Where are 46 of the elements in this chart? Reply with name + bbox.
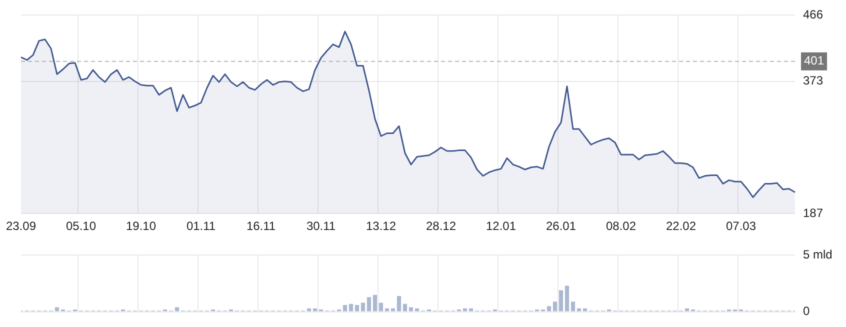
bar: [402, 304, 408, 312]
bar: [174, 307, 180, 312]
bar: [360, 302, 366, 312]
y-tick-label: 0: [803, 304, 810, 318]
y-tick-label: 187: [803, 206, 824, 220]
ref-line-label: 401: [804, 54, 824, 68]
x-tick-label: 22.02: [666, 219, 696, 234]
bar: [408, 307, 414, 312]
bar: [570, 302, 576, 312]
bar: [390, 308, 396, 312]
x-tick-label: 23.09: [6, 219, 36, 234]
x-tick-label: 16.11: [246, 219, 276, 234]
bar: [348, 304, 354, 312]
x-tick-label: 12.01: [486, 219, 516, 234]
bar: [546, 306, 552, 312]
x-tick-label: 07.03: [726, 219, 756, 234]
x-tick-label: 01.11: [186, 219, 216, 234]
x-tick-label: 13.12: [366, 219, 396, 234]
y-tick-label: 466: [803, 8, 824, 22]
x-tick-label: 05.10: [66, 219, 96, 234]
bar: [396, 296, 402, 312]
bar: [372, 294, 378, 312]
bar: [354, 305, 360, 312]
bar: [342, 305, 348, 312]
bar: [462, 308, 468, 312]
x-tick-label: 30.11: [306, 219, 336, 234]
bar: [468, 308, 474, 312]
x-tick-label: 08.02: [606, 219, 636, 234]
y-tick-label: 5 mld: [803, 248, 832, 262]
bar: [306, 308, 312, 312]
bar: [378, 302, 384, 312]
x-tick-label: 28.12: [426, 219, 456, 234]
bar: [312, 308, 318, 312]
bar: [366, 297, 372, 312]
bar: [684, 308, 690, 312]
x-tick-label: 19.10: [126, 219, 156, 234]
bar: [558, 290, 564, 312]
bar: [552, 302, 558, 312]
bar: [582, 308, 588, 312]
x-tick-label: 26.01: [546, 219, 576, 234]
bar: [54, 307, 60, 312]
bar: [564, 286, 570, 312]
bar: [414, 308, 420, 312]
bar: [576, 308, 582, 312]
y-tick-label: 373: [803, 74, 824, 88]
bar: [384, 308, 390, 312]
